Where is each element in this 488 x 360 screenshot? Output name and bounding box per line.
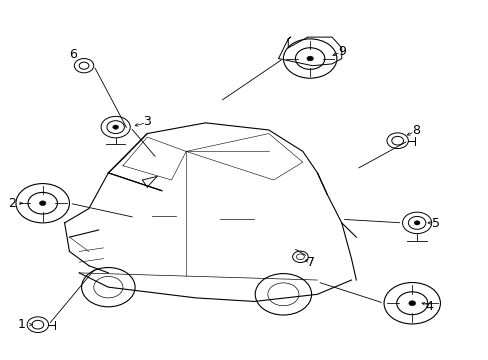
- Text: 4: 4: [425, 300, 432, 313]
- Text: 8: 8: [411, 124, 419, 137]
- Text: 5: 5: [431, 217, 439, 230]
- Text: 2: 2: [8, 197, 16, 210]
- Text: 7: 7: [306, 256, 314, 269]
- Circle shape: [306, 56, 313, 61]
- Circle shape: [113, 125, 118, 129]
- Text: 1: 1: [18, 318, 26, 331]
- Text: 3: 3: [143, 114, 151, 127]
- Circle shape: [413, 221, 419, 225]
- Circle shape: [408, 301, 415, 306]
- Text: 6: 6: [69, 49, 77, 62]
- Circle shape: [40, 201, 46, 206]
- Text: 9: 9: [337, 45, 345, 58]
